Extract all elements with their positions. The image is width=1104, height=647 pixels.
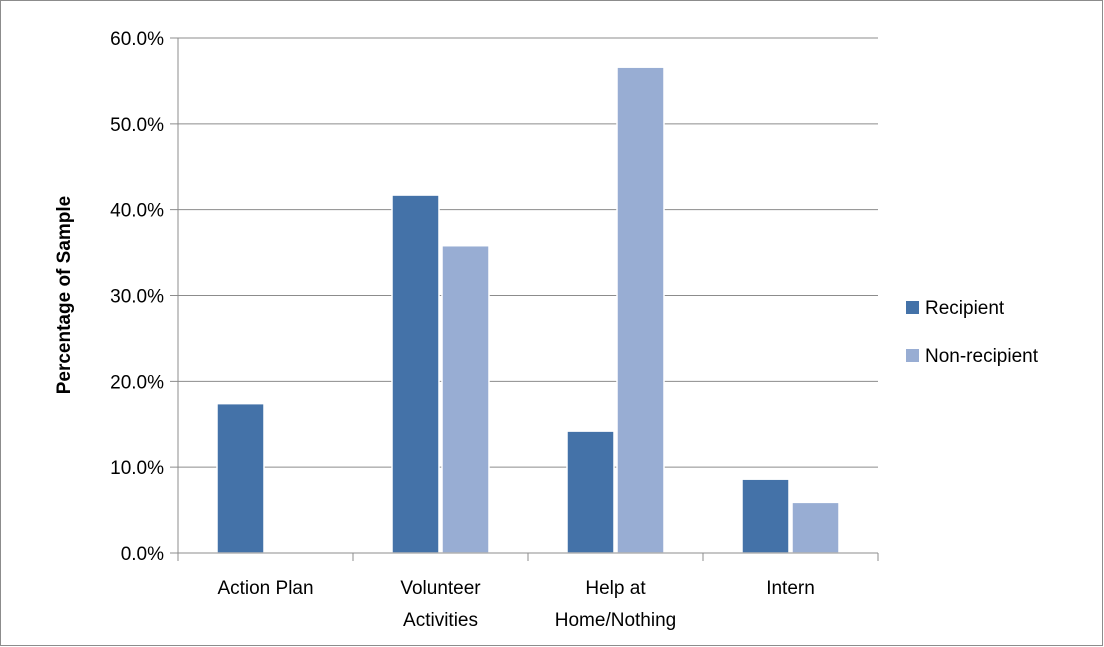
legend-swatch <box>906 301 919 314</box>
bar-non-recipient <box>616 66 665 554</box>
y-tick-label: 40.0% <box>110 201 164 222</box>
bars <box>216 66 840 554</box>
bar-recipient <box>391 194 440 554</box>
x-category-label: Intern <box>766 578 815 599</box>
legend-swatch <box>906 349 919 362</box>
bar-recipient <box>566 430 615 554</box>
y-tick-label: 50.0% <box>110 115 164 136</box>
y-tick-labels: 0.0% 10.0% 20.0% 30.0% 40.0% 50.0% 60.0% <box>110 29 164 565</box>
bar-recipient <box>216 402 265 554</box>
gridlines <box>170 37 878 554</box>
y-tick-label: 20.0% <box>110 372 164 393</box>
y-tick-label: 0.0% <box>121 544 164 565</box>
y-tick-label: 60.0% <box>110 29 164 50</box>
x-category-label: Action Plan <box>217 578 313 599</box>
legend-label: Recipient <box>925 298 1005 319</box>
y-axis-label: Percentage of Sample <box>54 196 75 395</box>
y-tick-label: 30.0% <box>110 287 164 308</box>
x-category-labels: Action Plan Volunteer Activities Help at Hom… <box>217 578 814 631</box>
y-tick-label: 10.0% <box>110 458 164 479</box>
x-category-label: Volunteer Activities <box>400 578 481 631</box>
x-category-label: Help at Home/Nothing <box>555 578 676 631</box>
legend: Recipient Non-recipient <box>906 298 1039 367</box>
bar-recipient <box>741 478 790 554</box>
bar-non-recipient <box>441 244 490 554</box>
bar-non-recipient <box>791 501 840 554</box>
axes <box>177 38 879 561</box>
legend-label: Non-recipient <box>925 346 1039 367</box>
